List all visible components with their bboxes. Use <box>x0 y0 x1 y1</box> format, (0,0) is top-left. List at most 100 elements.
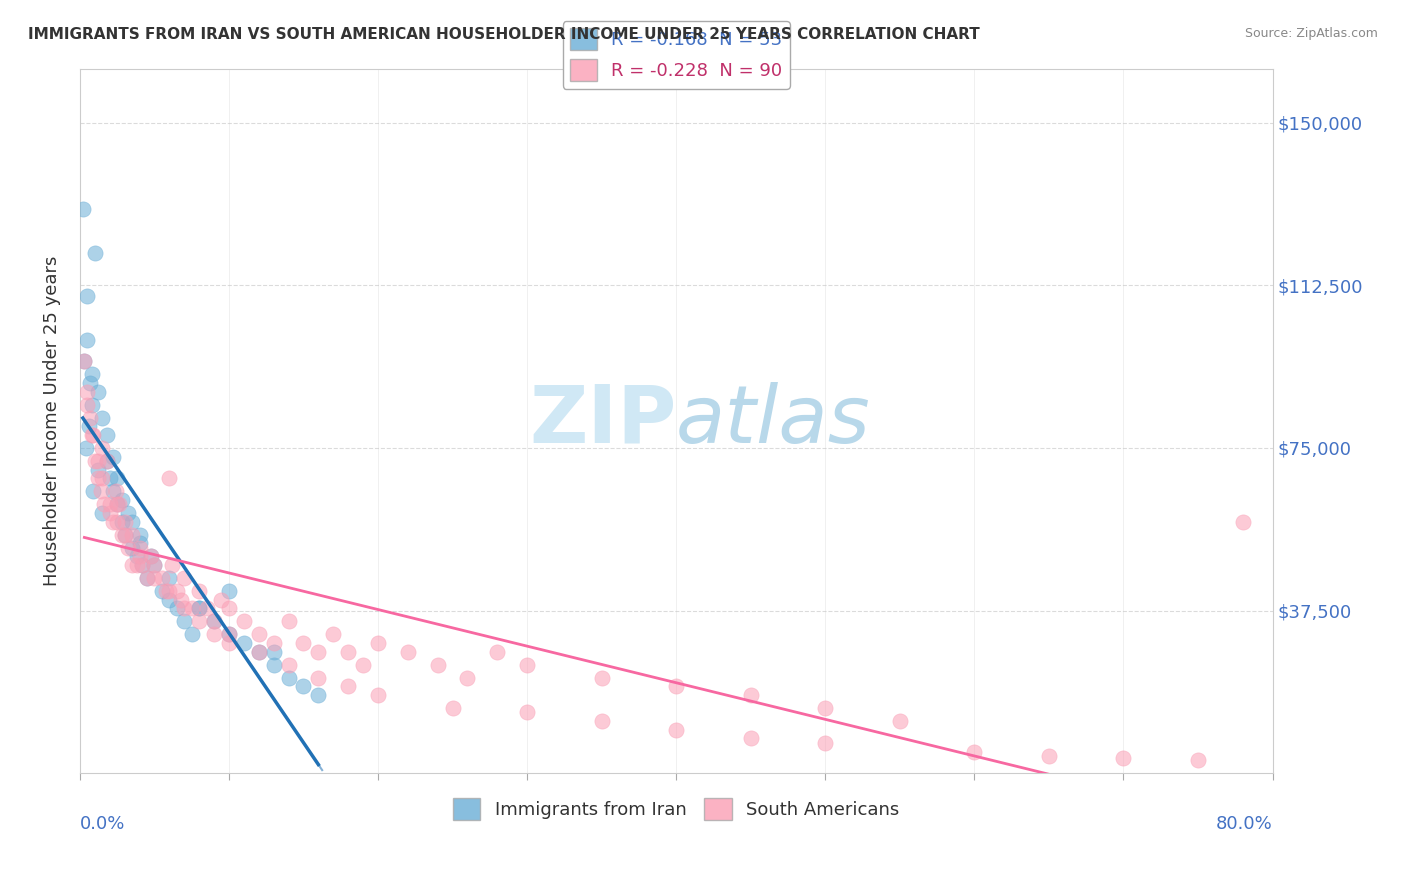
Point <box>367 688 389 702</box>
Point <box>141 549 163 564</box>
Point <box>101 450 124 464</box>
Point <box>114 515 136 529</box>
Point <box>263 645 285 659</box>
Point <box>307 645 329 659</box>
Point <box>87 471 110 485</box>
Point <box>136 571 159 585</box>
Point <box>180 627 202 641</box>
Point <box>277 671 299 685</box>
Point <box>101 484 124 499</box>
Point <box>96 454 118 468</box>
Point <box>121 541 143 555</box>
Point <box>486 645 509 659</box>
Point <box>516 657 538 672</box>
Point <box>211 592 233 607</box>
Text: Source: ZipAtlas.com: Source: ZipAtlas.com <box>1244 27 1378 40</box>
Point <box>121 558 143 572</box>
Point <box>591 714 613 728</box>
Point <box>166 601 188 615</box>
Point <box>82 484 104 499</box>
Point <box>247 645 270 659</box>
Point <box>96 454 118 468</box>
Point <box>665 680 688 694</box>
Point <box>322 627 344 641</box>
Point <box>128 541 150 555</box>
Point <box>307 688 329 702</box>
Point <box>218 627 240 641</box>
Point <box>114 527 136 541</box>
Point <box>232 636 254 650</box>
Point <box>218 584 240 599</box>
Point <box>121 527 143 541</box>
Legend: Immigrants from Iran, South Americans: Immigrants from Iran, South Americans <box>446 791 907 828</box>
Point <box>82 428 104 442</box>
Point <box>72 202 94 217</box>
Point <box>814 701 837 715</box>
Point <box>150 571 173 585</box>
Point <box>96 428 118 442</box>
Point <box>218 627 240 641</box>
Point <box>143 558 166 572</box>
Point <box>128 536 150 550</box>
Point <box>1187 753 1209 767</box>
Point <box>90 484 112 499</box>
Point <box>188 601 211 615</box>
Point <box>195 601 218 615</box>
Point <box>963 744 986 758</box>
Point <box>98 506 121 520</box>
Text: IMMIGRANTS FROM IRAN VS SOUTH AMERICAN HOUSEHOLDER INCOME UNDER 25 YEARS CORRELA: IMMIGRANTS FROM IRAN VS SOUTH AMERICAN H… <box>28 27 980 42</box>
Point <box>277 657 299 672</box>
Point <box>87 463 110 477</box>
Text: atlas: atlas <box>676 382 870 460</box>
Point <box>292 636 315 650</box>
Point <box>76 398 98 412</box>
Point <box>80 368 103 382</box>
Point <box>202 627 225 641</box>
Point <box>77 419 100 434</box>
Point <box>131 558 153 572</box>
Y-axis label: Householder Income Under 25 years: Householder Income Under 25 years <box>44 256 60 586</box>
Point <box>188 584 211 599</box>
Point <box>263 657 285 672</box>
Point <box>121 515 143 529</box>
Point <box>150 584 173 599</box>
Point <box>75 441 97 455</box>
Text: ZIP: ZIP <box>529 382 676 460</box>
Point <box>114 527 136 541</box>
Point <box>740 688 762 702</box>
Point <box>105 497 128 511</box>
Point <box>1232 515 1254 529</box>
Point <box>263 636 285 650</box>
Point <box>277 615 299 629</box>
Point <box>157 592 180 607</box>
Point <box>155 584 177 599</box>
Point <box>337 680 360 694</box>
Point <box>87 454 110 468</box>
Point <box>367 636 389 650</box>
Point <box>157 471 180 485</box>
Point <box>105 497 128 511</box>
Point <box>1112 751 1135 765</box>
Point <box>83 454 105 468</box>
Point <box>441 701 464 715</box>
Point <box>170 592 193 607</box>
Point <box>173 571 195 585</box>
Point <box>104 484 127 499</box>
Point <box>73 354 96 368</box>
Point <box>117 506 139 520</box>
Point <box>110 527 132 541</box>
Point <box>157 584 180 599</box>
Point <box>101 515 124 529</box>
Point <box>93 497 115 511</box>
Point <box>143 571 166 585</box>
Point <box>456 671 478 685</box>
Point <box>173 601 195 615</box>
Point <box>516 706 538 720</box>
Point <box>91 471 114 485</box>
Point <box>143 558 166 572</box>
Point <box>180 601 202 615</box>
Point <box>814 736 837 750</box>
Point <box>1038 748 1060 763</box>
Text: 80.0%: 80.0% <box>1216 815 1272 833</box>
Point <box>76 333 98 347</box>
